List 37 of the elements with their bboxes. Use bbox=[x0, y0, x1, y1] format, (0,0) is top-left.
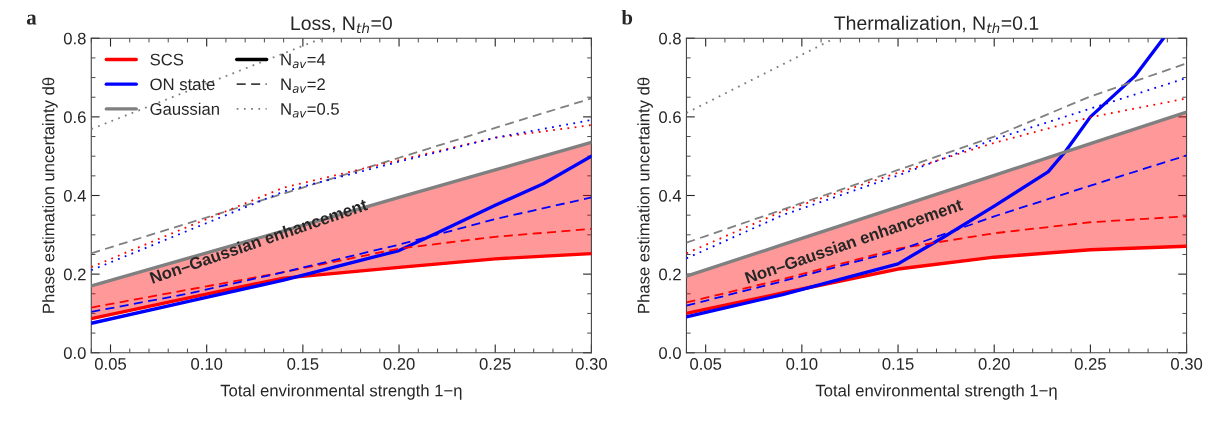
legend-label: N$_{av}$=4 bbox=[281, 53, 326, 69]
text: a bbox=[26, 14, 37, 25]
x-tick-label: 0.20 bbox=[383, 358, 415, 370]
y-tick-label: 0.8 bbox=[659, 32, 681, 45]
y-tick-label: 0.2 bbox=[659, 268, 681, 281]
y-tick-label: 0.4 bbox=[659, 189, 682, 202]
x-axis-title: Total environmental strength 1−η bbox=[815, 384, 1057, 400]
y-tick-label: 0.4 bbox=[63, 189, 86, 202]
x-tick-label: 0.25 bbox=[1074, 358, 1106, 370]
legend-label: N$_{av}$=0.5 bbox=[281, 103, 339, 118]
y-axis-title: Phase estimation uncertainty dθ bbox=[42, 77, 58, 313]
x-tick-label: 0.10 bbox=[786, 358, 818, 370]
chart-title: Thermalization, N$_{th}$=0.1 bbox=[834, 15, 1039, 33]
y-tick-label: 0.6 bbox=[63, 111, 86, 124]
chart-title: Loss, N$_{th}$=0 bbox=[291, 16, 392, 34]
x-tick-label: 0.15 bbox=[287, 358, 319, 370]
legend-label: N$_{av}$=2 bbox=[281, 78, 325, 93]
y-tick-label: 0.2 bbox=[63, 268, 86, 281]
x-tick-label: 0.05 bbox=[690, 358, 722, 370]
x-tick-label: 0.10 bbox=[191, 358, 223, 370]
y-tick-label: 0.0 bbox=[63, 347, 86, 359]
x-tick-label: 0.20 bbox=[978, 358, 1010, 370]
legend-label: SCS bbox=[150, 53, 184, 66]
legend-label: ON state bbox=[150, 78, 215, 91]
y-tick-label: 0.0 bbox=[659, 347, 681, 359]
text: b bbox=[621, 9, 633, 25]
legend-label: Gaussian bbox=[150, 102, 219, 115]
x-axis-title: Total environmental strength 1−η bbox=[220, 384, 462, 400]
y-tick-label: 0.6 bbox=[659, 111, 681, 124]
line-series bbox=[91, 140, 592, 288]
x-tick-label: 0.25 bbox=[479, 358, 511, 370]
x-tick-label: 0.30 bbox=[1171, 358, 1203, 370]
x-tick-label: 0.05 bbox=[94, 358, 127, 370]
y-axis-title: Phase estimation uncertainty dθ bbox=[637, 77, 653, 313]
x-tick-label: 0.15 bbox=[882, 358, 914, 370]
x-tick-label: 0.30 bbox=[575, 358, 607, 370]
y-tick-label: 0.8 bbox=[63, 32, 86, 45]
